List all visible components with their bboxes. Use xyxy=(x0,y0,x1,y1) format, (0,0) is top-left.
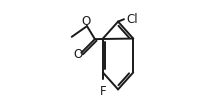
Text: O: O xyxy=(74,47,83,60)
Text: O: O xyxy=(81,15,90,28)
Text: Cl: Cl xyxy=(126,13,138,26)
Text: F: F xyxy=(99,84,106,97)
